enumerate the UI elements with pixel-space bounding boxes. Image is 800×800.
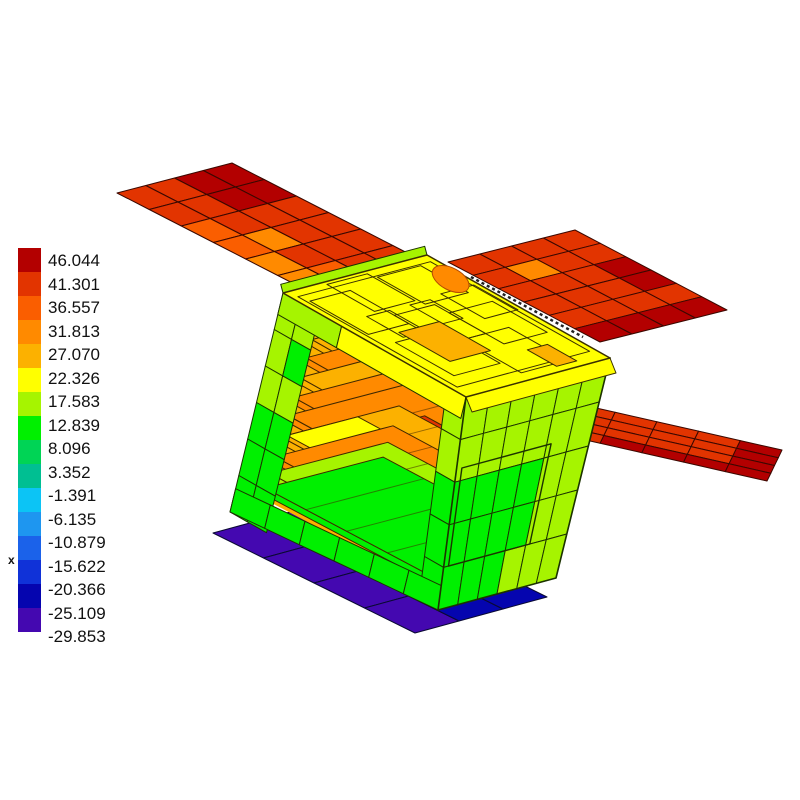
legend-band [18,344,41,368]
mesh-cell [326,273,416,312]
legend-band [18,464,41,488]
bus-top-face [280,245,617,413]
mesh-cell [305,478,425,511]
axis-marker-x: x [8,553,15,567]
top-antenna-patch [431,265,470,294]
legend-band [18,320,41,344]
legend-value: -1.391 [48,486,97,505]
legend-value: -10.879 [48,533,106,552]
legend-value: 12.839 [48,415,100,435]
mesh-cell [574,320,633,343]
legend-band [18,392,41,416]
right-upper-solar-array [447,229,728,343]
legend-band [18,584,41,608]
legend-value: 17.583 [48,392,100,411]
legend-band [18,512,41,536]
legend-value: -29.853 [48,627,106,646]
temperature-legend: 46.044 41.301 36.557 31.813 27.070 22.326 17.5… [0,0,130,800]
mesh-cell [447,443,552,567]
bus-right-face [437,357,611,611]
legend-value: -20.366 [48,580,106,599]
legend-value: 8.096 [48,439,91,458]
legend-band [18,248,41,272]
legend-value: -6.135 [48,509,97,529]
mesh-cell [409,299,464,325]
bus-front-frame [229,292,467,611]
legend-value: -15.622 [48,556,106,576]
legend-value: 41.301 [48,274,100,294]
legend-band [18,608,41,632]
mesh-cell [297,261,591,388]
mesh-cell [377,265,469,305]
mesh-cell [526,343,578,367]
legend-band [18,560,41,584]
legend-band [18,488,41,512]
legend-value: 22.326 [48,368,100,388]
legend-value: 3.352 [48,462,91,482]
legend-band [18,368,41,392]
mesh-cell [398,321,491,362]
legend-band [18,536,41,560]
legend-value: -25.109 [48,603,106,623]
legend-value: 31.813 [48,321,100,341]
mesh-cell [724,463,772,482]
legend-band [18,440,41,464]
legend-value: 46.044 [48,251,100,270]
legend-value: 27.070 [48,345,100,364]
legend-value: 36.557 [48,298,100,317]
legend-band [18,416,41,440]
legend-band [18,296,41,320]
legend-band [18,272,41,296]
